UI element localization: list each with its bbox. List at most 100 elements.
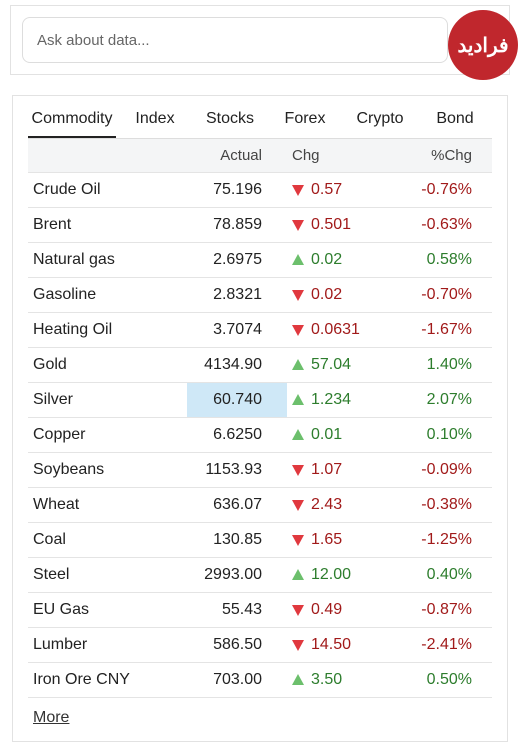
- change-cell: 0.49: [287, 593, 407, 627]
- change-cell: 2.43: [287, 488, 407, 522]
- name-cell: EU Gas: [33, 601, 90, 618]
- table-row: Brent 78.859 0.501 -0.63%: [28, 208, 492, 243]
- table-row: Iron Ore CNY 703.00 3.50 0.50%: [28, 663, 492, 698]
- actual-cell: 3.7074: [213, 321, 262, 338]
- percent-cell: -1.25%: [421, 531, 472, 548]
- search-input[interactable]: Ask about data...: [22, 17, 448, 63]
- change-cell: 0.501: [287, 208, 407, 242]
- name-cell: Steel: [33, 566, 70, 583]
- change-cell: 0.01: [287, 418, 407, 452]
- header-cell: Actual: [220, 147, 262, 164]
- table-row: Lumber 586.50 14.50 -2.41%: [28, 628, 492, 663]
- change-cell: 1.07: [287, 453, 407, 487]
- tab[interactable]: Bond: [436, 110, 474, 127]
- tab[interactable]: Stocks: [205, 110, 254, 127]
- actual-cell: 4134.90: [204, 356, 262, 373]
- actual-cell: 75.196: [213, 181, 262, 198]
- up-arrow: [292, 394, 304, 405]
- tab[interactable]: Commodity: [28, 110, 116, 138]
- change-cell: 1.65: [287, 523, 407, 557]
- tab[interactable]: Crypto: [356, 110, 404, 127]
- change-cell: 3.50: [287, 663, 407, 697]
- table-row: Soybeans 1153.93 1.07 -0.09%: [28, 453, 492, 488]
- up-arrow: [292, 359, 304, 370]
- up-arrow: [292, 674, 304, 685]
- change-cell: 14.50: [287, 628, 407, 662]
- down-arrow: [292, 220, 304, 231]
- actual-cell: 6.6250: [213, 426, 262, 443]
- percent-cell: -0.70%: [421, 286, 472, 303]
- down-arrow: [292, 605, 304, 616]
- name-cell: Wheat: [33, 496, 80, 513]
- down-arrow: [292, 290, 304, 301]
- logo: فرادید: [448, 10, 518, 80]
- actual-cell: 78.859: [213, 216, 262, 233]
- change-cell: 0.57: [287, 173, 407, 207]
- table-row: Copper 6.6250 0.01 0.10%: [28, 418, 492, 453]
- actual-cell: 2.8321: [213, 286, 262, 303]
- down-arrow: [292, 640, 304, 651]
- percent-cell: 2.07%: [426, 391, 472, 408]
- down-arrow: [292, 535, 304, 546]
- down-arrow: [292, 465, 304, 476]
- header-cell: [33, 139, 183, 173]
- actual-cell: 60.740: [187, 383, 287, 417]
- percent-cell: -2.41%: [421, 636, 472, 653]
- actual-cell: 130.85: [213, 531, 262, 548]
- header-cell: Chg: [292, 147, 320, 164]
- name-cell: Brent: [33, 216, 72, 233]
- name-cell: Iron Ore CNY: [33, 671, 130, 688]
- percent-cell: -0.09%: [421, 461, 472, 478]
- change-cell: 0.02: [287, 243, 407, 277]
- table-row: EU Gas 55.43 0.49 -0.87%: [28, 593, 492, 628]
- percent-cell: -0.63%: [421, 216, 472, 233]
- table-row: Wheat 636.07 2.43 -0.38%: [28, 488, 492, 523]
- name-cell: Coal: [33, 531, 66, 548]
- percent-cell: 0.10%: [426, 426, 472, 443]
- tab[interactable]: Index: [135, 110, 175, 127]
- tab[interactable]: Forex: [284, 110, 326, 127]
- name-cell: Silver: [33, 391, 74, 408]
- actual-cell: 636.07: [213, 496, 262, 513]
- percent-cell: -1.67%: [421, 321, 472, 338]
- more-link[interactable]: More: [33, 709, 70, 726]
- actual-cell: 2993.00: [204, 566, 262, 583]
- tab-divider: [28, 138, 492, 139]
- percent-cell: -0.38%: [421, 496, 472, 513]
- table-row: Gold 4134.90 57.04 1.40%: [28, 348, 492, 383]
- name-cell: Soybeans: [33, 461, 105, 478]
- actual-cell: 55.43: [221, 601, 262, 618]
- header-cell: %Chg: [431, 147, 472, 164]
- change-cell: 12.00: [287, 558, 407, 592]
- name-cell: Heating Oil: [33, 321, 113, 338]
- actual-cell: 703.00: [213, 671, 262, 688]
- table-row: Steel 2993.00 12.00 0.40%: [28, 558, 492, 593]
- actual-cell: 1153.93: [205, 461, 262, 478]
- table-card: [12, 95, 508, 742]
- actual-cell: 2.6975: [213, 251, 262, 268]
- header-row: Actual Chg %Chg: [28, 139, 492, 173]
- up-arrow: [292, 429, 304, 440]
- table-row: Heating Oil 3.7074 0.0631 -1.67%: [28, 313, 492, 348]
- name-cell: Gold: [33, 356, 67, 373]
- down-arrow: [292, 325, 304, 336]
- change-cell: 0.02: [287, 278, 407, 312]
- percent-cell: 0.50%: [426, 671, 472, 688]
- table-row: Silver 60.740 1.234 2.07%: [28, 383, 492, 418]
- percent-cell: -0.76%: [421, 181, 472, 198]
- table-row: Coal 130.85 1.65 -1.25%: [28, 523, 492, 558]
- percent-cell: 0.40%: [426, 566, 472, 583]
- percent-cell: -0.87%: [421, 601, 472, 618]
- change-cell: 57.04: [287, 348, 407, 382]
- up-arrow: [292, 569, 304, 580]
- table-row: Gasoline 2.8321 0.02 -0.70%: [28, 278, 492, 313]
- name-cell: Copper: [33, 426, 86, 443]
- change-cell: 0.0631: [287, 313, 407, 347]
- table-row: Crude Oil 75.196 0.57 -0.76%: [28, 173, 492, 208]
- name-cell: Lumber: [33, 636, 88, 653]
- down-arrow: [292, 185, 304, 196]
- name-cell: Crude Oil: [33, 181, 101, 198]
- down-arrow: [292, 500, 304, 511]
- name-cell: Gasoline: [33, 286, 97, 303]
